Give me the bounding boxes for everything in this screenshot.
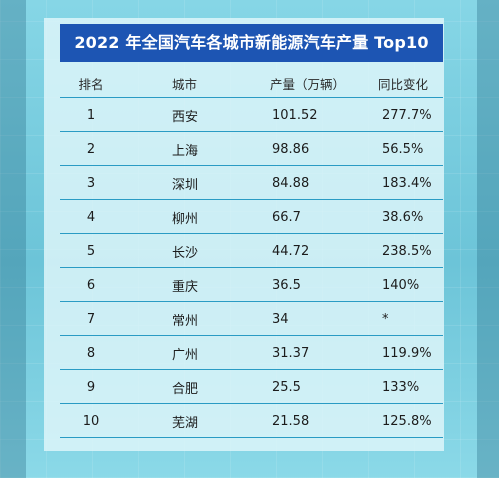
cell-city: 芜湖: [172, 415, 199, 431]
data-table: 排名 城市 产量（万辆） 同比变化 1 西安 101.52 277.7% 2 上海 98.8…: [60, 68, 443, 438]
cell-rank: 5: [86, 243, 96, 259]
cell-rank: 1: [86, 107, 96, 123]
right-edge-band: [477, 0, 499, 478]
cell-output: 101.52: [272, 107, 318, 123]
table-row: 8 广州 31.37 119.9%: [60, 336, 443, 370]
table-row: 9 合肥 25.5 133%: [60, 370, 443, 404]
row-divider: [60, 437, 443, 438]
cell-yoy: 277.7%: [382, 107, 432, 123]
row-divider: [60, 369, 443, 370]
cell-rank: 3: [86, 175, 96, 191]
cell-output: 66.7: [272, 209, 301, 225]
cell-yoy: *: [382, 311, 389, 327]
row-divider: [60, 267, 443, 268]
cell-yoy: 56.5%: [382, 141, 424, 157]
cell-output: 44.72: [272, 243, 310, 259]
cell-rank: 10: [82, 413, 100, 429]
cell-rank: 7: [86, 311, 96, 327]
cell-rank: 9: [86, 379, 96, 395]
cell-city: 深圳: [172, 177, 199, 193]
row-divider: [60, 301, 443, 302]
cell-yoy: 133%: [382, 379, 420, 395]
cell-city: 重庆: [172, 279, 199, 295]
table-row: 6 重庆 36.5 140%: [60, 268, 443, 302]
cell-rank: 2: [86, 141, 96, 157]
cell-output: 21.58: [272, 413, 310, 429]
header-output: 产量（万辆）: [270, 76, 346, 92]
table-title: 2022 年全国汽车各城市新能源汽车产量 Top10: [60, 24, 443, 62]
cell-output: 98.86: [272, 141, 310, 157]
table-row: 3 深圳 84.88 183.4%: [60, 166, 443, 200]
header-yoy: 同比变化: [378, 76, 429, 92]
cell-output: 84.88: [272, 175, 310, 191]
cell-rank: 6: [86, 277, 96, 293]
cell-city: 广州: [172, 347, 199, 363]
cell-city: 西安: [172, 109, 199, 125]
row-divider: [60, 233, 443, 234]
table-body: 1 西安 101.52 277.7% 2 上海 98.86 56.5% 3 深圳 84.88 183.…: [60, 98, 443, 438]
cell-rank: 4: [86, 209, 96, 225]
table-panel: [44, 18, 444, 451]
cell-yoy: 140%: [382, 277, 420, 293]
cell-yoy: 238.5%: [382, 243, 432, 259]
header-city: 城市: [172, 76, 198, 92]
cell-city: 合肥: [172, 381, 199, 397]
table-row: 1 西安 101.52 277.7%: [60, 98, 443, 132]
table-row: 5 长沙 44.72 238.5%: [60, 234, 443, 268]
table-row: 7 常州 34 *: [60, 302, 443, 336]
row-divider: [60, 335, 443, 336]
cell-yoy: 183.4%: [382, 175, 432, 191]
row-divider: [60, 165, 443, 166]
cell-city: 长沙: [172, 245, 199, 261]
table-row: 2 上海 98.86 56.5%: [60, 132, 443, 166]
table-header-row: 排名 城市 产量（万辆） 同比变化: [60, 68, 443, 98]
header-rank: 排名: [78, 76, 104, 92]
cell-city: 常州: [172, 313, 199, 329]
cell-yoy: 119.9%: [382, 345, 432, 361]
cell-yoy: 38.6%: [382, 209, 424, 225]
row-divider: [60, 131, 443, 132]
table-row: 10 芜湖 21.58 125.8%: [60, 404, 443, 438]
cell-output: 25.5: [272, 379, 301, 395]
cell-yoy: 125.8%: [382, 413, 432, 429]
row-divider: [60, 403, 443, 404]
row-divider: [60, 97, 443, 98]
cell-output: 31.37: [272, 345, 310, 361]
row-divider: [60, 199, 443, 200]
cell-city: 柳州: [172, 211, 199, 227]
cell-city: 上海: [172, 143, 199, 159]
cell-output: 34: [272, 311, 289, 327]
cell-output: 36.5: [272, 277, 301, 293]
table-row: 4 柳州 66.7 38.6%: [60, 200, 443, 234]
cell-rank: 8: [86, 345, 96, 361]
left-edge-band: [0, 0, 26, 478]
